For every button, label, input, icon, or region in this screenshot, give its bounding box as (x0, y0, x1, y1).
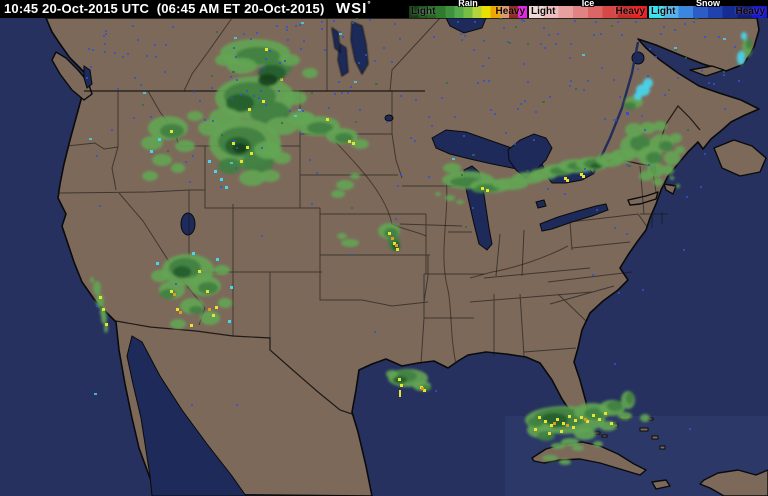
legend-ice-heavy: Heavy (615, 6, 645, 17)
echo-specks-british-columbia-alberta (265, 48, 283, 81)
mississippi-river (443, 177, 457, 365)
echo-specks-socal-coast (99, 296, 108, 326)
echo-wyoming (209, 119, 291, 186)
cape-cod (663, 183, 677, 195)
rivers (329, 135, 569, 365)
legend-ice-light: Light (531, 6, 556, 17)
echo-quebec-snow-mix (624, 78, 653, 110)
echo-specks-gulf-of-mexico (398, 378, 426, 397)
lake-winnipegosis (331, 26, 341, 54)
legend-snow-light: Light (651, 6, 676, 17)
legend-rain-heavy: Heavy (495, 6, 525, 17)
legend-ice: Ice Light Heavy (528, 0, 648, 18)
legend-rain-label: Rain (458, 0, 478, 8)
legend-rain: Rain Light Heavy (408, 0, 528, 18)
gulf-of-california (126, 335, 247, 496)
header-bar: 10:45 20-Oct-2015 UTC (06:45 AM ET 20-Oc… (0, 0, 768, 18)
echo-colorado-nebraska (331, 173, 360, 247)
echo-specks-great-lakes-band (481, 173, 585, 192)
legend-rain-gradient (409, 6, 527, 18)
echo-idaho-central (141, 111, 203, 181)
echo-iowa-illinois (435, 192, 464, 204)
echo-specks-wyoming (208, 142, 253, 189)
radar-map (0, 18, 768, 496)
st-lawrence-river (591, 41, 640, 175)
lake-huron (507, 133, 553, 179)
legend-snow-heavy: Heavy (735, 6, 765, 17)
state-borders (58, 18, 668, 365)
echo-specks-cuba-florida-straits (534, 412, 613, 435)
lake-winnipeg (350, 21, 369, 76)
timestamp-text: 10:45 20-Oct-2015 UTC (06:45 AM ET 20-Oc… (4, 1, 325, 16)
echo-four-corners-arizona (151, 254, 232, 329)
devils-lake (384, 114, 394, 122)
missouri-river (329, 135, 427, 237)
echo-great-lakes-band (442, 149, 634, 193)
legend-snow-gradient (649, 6, 767, 18)
ohio-river (469, 245, 569, 279)
legend-rain-light: Light (411, 6, 436, 17)
echo-specks-four-corners-arizona (156, 252, 233, 327)
echo-gulf-st-lawrence-snow (737, 32, 752, 65)
radar-map-canvas (0, 18, 768, 496)
snow-speckle-layer (86, 18, 740, 430)
anticosti-island (689, 65, 725, 77)
wsi-logo: WSI° (336, 0, 371, 17)
us-mexico-border (115, 320, 353, 415)
nova-scotia (713, 139, 767, 177)
islands (51, 51, 768, 496)
radar-echo-layer (90, 32, 752, 465)
echo-specks-montana-core (248, 100, 265, 111)
echo-cuba-florida-straits (525, 391, 650, 465)
lake-st-clair (535, 199, 547, 209)
legend-snow: Snow Light Heavy (648, 0, 768, 18)
jamaica (651, 479, 671, 490)
echo-gulf-of-mexico (386, 369, 431, 391)
precip-legend: Rain Light Heavy Ice Light Heavy Snow Li… (408, 0, 768, 18)
legend-ice-label: Ice (581, 0, 595, 8)
echo-specks-kansas-city (388, 232, 399, 251)
echo-specks-eastern-montana-dakotas (326, 118, 355, 145)
lake-erie (539, 203, 609, 232)
legend-snow-label: Snow (696, 0, 720, 8)
echo-specks-quebec-snow-mix (626, 112, 629, 115)
great-salt-lake (180, 212, 196, 236)
legend-ice-gradient (529, 6, 647, 18)
vancouver-island (51, 51, 93, 101)
wsi-logo-mark: ° (367, 0, 371, 9)
hispaniola (699, 469, 768, 496)
echo-specks-idaho-central (150, 130, 173, 153)
